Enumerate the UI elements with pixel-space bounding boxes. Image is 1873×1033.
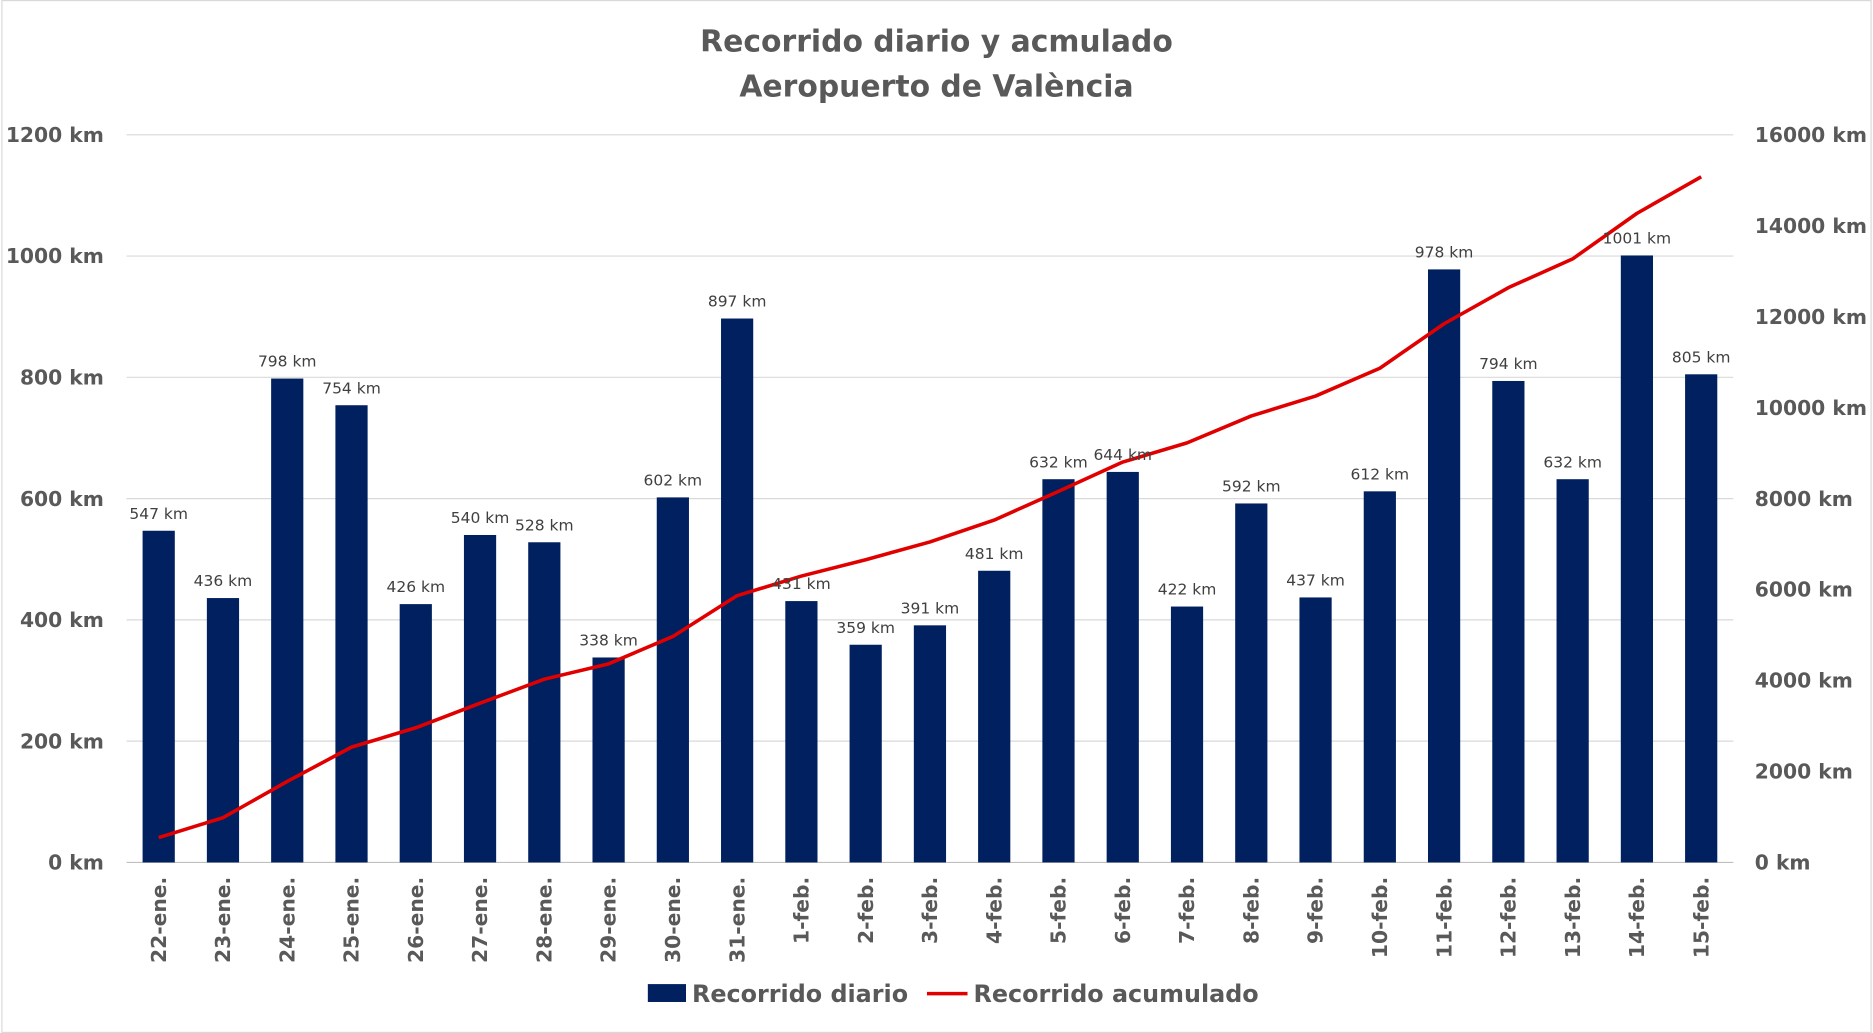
y-right-tick-label: 8000 km — [1755, 487, 1853, 511]
chart-title-line-1: Recorrido diario y acmulado — [700, 24, 1173, 59]
bar-data-label: 644 km — [1093, 446, 1152, 464]
bar-recorrido-diario — [978, 570, 1011, 863]
legend-swatch-diario — [647, 984, 687, 1002]
bar-data-label: 754 km — [322, 379, 381, 397]
bar-recorrido-diario — [1106, 471, 1139, 863]
bar-data-label: 436 km — [194, 572, 253, 590]
bar-data-label: 528 km — [515, 516, 574, 534]
y-left-tick-label: 800 km — [20, 365, 104, 389]
bar-data-label: 437 km — [1286, 572, 1345, 590]
bar-recorrido-diario — [1363, 491, 1396, 863]
x-tick-label: 6-feb. — [1111, 877, 1135, 944]
x-tick-label: 7-feb. — [1175, 877, 1199, 944]
x-tick-label: 3-feb. — [918, 877, 942, 944]
bar-recorrido-diario — [335, 405, 368, 863]
x-tick-label: 9-feb. — [1304, 877, 1328, 944]
x-tick-label: 5-feb. — [1047, 877, 1071, 944]
bar-recorrido-diario — [1299, 597, 1332, 863]
bar-data-label: 798 km — [258, 353, 317, 371]
bar-data-label: 431 km — [772, 575, 831, 593]
bar-data-label: 897 km — [708, 293, 767, 311]
bar-recorrido-diario — [1042, 479, 1075, 863]
bar-recorrido-diario — [1556, 479, 1589, 863]
x-tick-label: 11-feb. — [1432, 877, 1456, 958]
bar-data-label: 978 km — [1415, 243, 1474, 261]
y-right-tick-label: 0 km — [1755, 851, 1811, 875]
x-tick-label: 24-ene. — [275, 877, 299, 963]
x-tick-label: 10-feb. — [1368, 877, 1392, 958]
bar-data-label: 612 km — [1351, 465, 1410, 483]
x-tick-label: 23-ene. — [211, 877, 235, 963]
bar-data-label: 338 km — [579, 632, 638, 650]
y-left-tick-label: 1000 km — [6, 244, 104, 268]
bar-recorrido-diario — [1620, 255, 1654, 863]
x-tick-label: 14-feb. — [1625, 877, 1649, 958]
y-left-tick-label: 200 km — [20, 729, 104, 753]
bar-recorrido-diario — [1685, 374, 1718, 863]
bar-recorrido-diario — [1170, 606, 1204, 863]
bar-data-label: 422 km — [1158, 581, 1217, 599]
bar-data-label: 794 km — [1479, 355, 1538, 373]
y-right-tick-label: 10000 km — [1755, 396, 1867, 420]
bar-recorrido-diario — [656, 497, 689, 863]
x-tick-label: 13-feb. — [1561, 877, 1585, 958]
bar-recorrido-diario — [913, 625, 947, 863]
x-tick-label: 25-ene. — [340, 877, 364, 963]
y-left-tick-label: 1200 km — [6, 123, 104, 147]
bar-recorrido-diario — [1235, 503, 1268, 863]
bar-data-label: 547 km — [129, 505, 188, 523]
bar-data-label: 632 km — [1029, 453, 1088, 471]
y-right-tick-label: 2000 km — [1755, 760, 1853, 784]
bar-recorrido-diario — [849, 644, 882, 863]
bar-data-label: 540 km — [451, 509, 510, 527]
legend-label-acumulado: Recorrido acumulado — [973, 980, 1258, 1008]
x-tick-label: 30-ene. — [661, 877, 685, 963]
bar-data-label: 481 km — [965, 545, 1024, 563]
x-tick-label: 15-feb. — [1689, 877, 1713, 958]
legend-label-diario: Recorrido diario — [692, 980, 908, 1008]
bar-recorrido-diario — [785, 601, 818, 863]
bar-data-label: 426 km — [386, 578, 445, 596]
y-right-tick-label: 12000 km — [1755, 305, 1867, 329]
bar-data-label: 602 km — [644, 471, 703, 489]
x-tick-label: 22-ene. — [147, 877, 171, 963]
bar-recorrido-diario — [142, 530, 175, 863]
y-left-tick-label: 0 km — [48, 851, 104, 875]
x-tick-label: 26-ene. — [404, 877, 428, 963]
bar-data-label: 391 km — [901, 599, 960, 617]
x-tick-label: 2-feb. — [854, 877, 878, 944]
bar-recorrido-diario — [721, 318, 754, 863]
y-right-tick-label: 4000 km — [1755, 669, 1853, 693]
bar-recorrido-diario — [528, 542, 561, 863]
bar-data-label: 805 km — [1672, 348, 1731, 366]
bar-recorrido-diario — [1492, 380, 1525, 863]
x-tick-label: 28-ene. — [532, 877, 556, 963]
x-tick-label: 29-ene. — [597, 877, 621, 963]
bar-recorrido-diario — [399, 604, 432, 863]
chart-title-line-2: Aeropuerto de València — [739, 70, 1133, 105]
y-right-tick-label: 6000 km — [1755, 578, 1853, 602]
x-tick-label: 8-feb. — [1239, 877, 1263, 944]
y-right-tick-label: 16000 km — [1755, 123, 1867, 147]
x-tick-label: 4-feb. — [982, 877, 1006, 944]
x-tick-label: 31-ene. — [725, 877, 749, 963]
bar-recorrido-diario — [592, 657, 625, 863]
x-tick-label: 27-ene. — [468, 877, 492, 963]
y-right-tick-label: 14000 km — [1755, 214, 1867, 238]
bar-recorrido-diario — [1427, 269, 1461, 863]
y-left-tick-label: 600 km — [20, 487, 104, 511]
legend: Recorrido diario Recorrido acumulado — [647, 980, 1259, 1008]
bar-data-label: 359 km — [836, 619, 895, 637]
x-tick-label: 12-feb. — [1497, 877, 1521, 958]
bar-data-label: 592 km — [1222, 478, 1281, 496]
x-tick-label: 1-feb. — [790, 877, 814, 944]
y-left-tick-label: 400 km — [20, 608, 104, 632]
bar-data-label: 632 km — [1543, 453, 1602, 471]
bar-data-label: 1001 km — [1603, 230, 1671, 248]
